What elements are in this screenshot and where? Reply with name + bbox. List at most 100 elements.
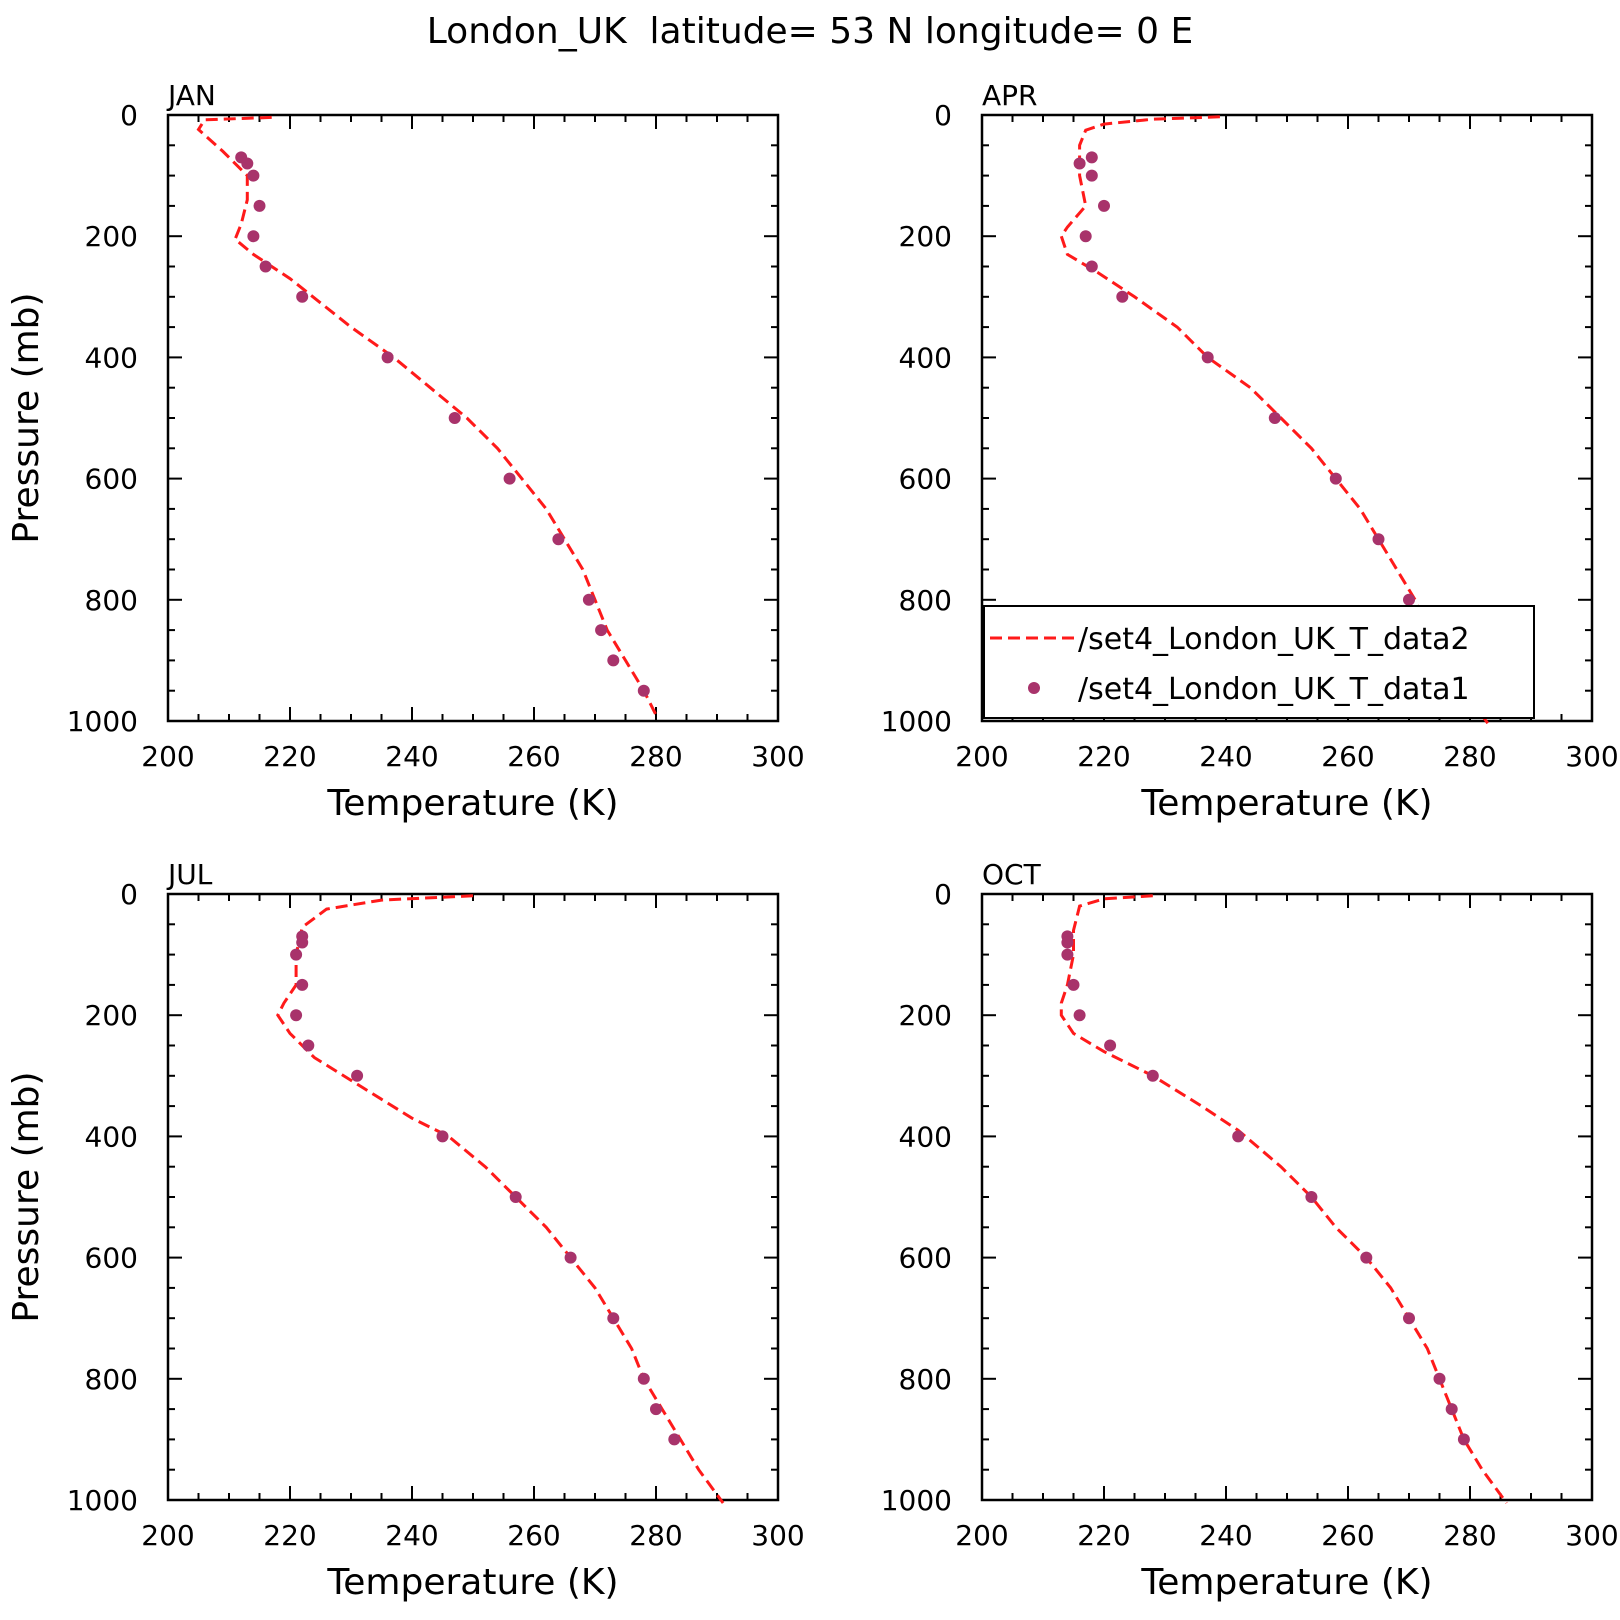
data-point-data1: [1403, 593, 1415, 606]
x-tick-label: 300: [751, 740, 804, 773]
data-point-data1: [637, 684, 650, 697]
panel-label: JUL: [166, 858, 213, 891]
x-axis-title: Temperature (K): [1140, 783, 1432, 824]
data-point-data1: [448, 412, 461, 424]
data-point-data1: [1085, 260, 1098, 273]
x-tick-label: 260: [1321, 1519, 1374, 1552]
data-point-data1: [1457, 1433, 1470, 1446]
data-point-data1: [1433, 1372, 1446, 1385]
x-tick-label: 280: [1443, 740, 1496, 773]
y-tick-label: 0: [120, 99, 138, 132]
data-point-data1: [247, 169, 260, 182]
x-tick-label: 220: [1077, 1519, 1130, 1552]
data-point-data1: [1201, 351, 1214, 364]
y-tick-label: 0: [934, 878, 952, 911]
legend-box: [983, 605, 1535, 719]
x-tick-label: 260: [507, 1519, 560, 1552]
data-point-data1: [607, 654, 620, 667]
y-tick-label: 1000: [67, 1484, 138, 1517]
data-point-data1: [668, 1433, 681, 1446]
data-point-data1: [637, 1372, 650, 1385]
data-point-data1: [564, 1251, 577, 1264]
data-point-data1: [296, 978, 309, 991]
data-point-data1: [595, 624, 608, 637]
y-tick-label: 200: [85, 220, 138, 253]
y-tick-label: 1000: [67, 705, 138, 738]
y-tick-label: 600: [85, 463, 138, 496]
data-point-data1: [1445, 1403, 1458, 1416]
data-point-data1: [1061, 936, 1074, 949]
x-tick-label: 220: [263, 740, 316, 773]
y-tick-label: 600: [899, 463, 952, 496]
data-point-data1: [290, 1009, 303, 1022]
x-tick-label: 240: [385, 1519, 438, 1552]
y-tick-label: 400: [899, 341, 952, 374]
x-tick-label: 280: [629, 740, 682, 773]
panel-oct: OCT 200 220 240 260 280 300 0 200 400 600 800 1000 Te…: [881, 858, 1619, 1603]
y-tick-label: 600: [85, 1242, 138, 1275]
x-tick-label: 260: [507, 740, 560, 773]
x-tick-label: 300: [1565, 740, 1618, 773]
x-tick-label: 260: [1321, 740, 1374, 773]
x-tick-label: 280: [629, 1519, 682, 1552]
y-tick-label: 0: [120, 878, 138, 911]
y-tick-label: 200: [899, 999, 952, 1032]
data-point-data1: [650, 1403, 662, 1416]
y-tick-label: 0: [934, 99, 952, 132]
data-point-data1: [381, 351, 394, 364]
y-tick-label: 800: [899, 1363, 952, 1396]
data-point-data1: [1067, 978, 1080, 991]
panel-jul: JUL 200 220 240 260 280 300 0 200 400 600 800 1000 Te…: [6, 858, 805, 1603]
data-point-data1: [436, 1130, 449, 1143]
y-tick-label: 200: [85, 999, 138, 1032]
x-tick-label: 200: [141, 740, 194, 773]
x-axis-title: Temperature (K): [326, 783, 618, 824]
y-tick-label: 600: [899, 1242, 952, 1275]
data-point-data1: [1372, 533, 1385, 546]
x-axis-title: Temperature (K): [326, 1562, 618, 1603]
x-tick-label: 220: [263, 1519, 316, 1552]
data-point-data1: [1104, 1039, 1117, 1052]
x-tick-label: 200: [955, 740, 1008, 773]
data-point-data1: [302, 1039, 315, 1052]
data-point-data1: [503, 472, 516, 485]
data-point-data1: [241, 157, 254, 170]
data-point-data1: [1098, 199, 1110, 212]
data-point-data1: [1232, 1130, 1245, 1143]
panels: JAN 200 220 240 260 280 300 0 200 400 600 800 1000 Te…: [6, 79, 1619, 1603]
plot-frame: [166, 892, 780, 1502]
y-tick-label: 200: [899, 220, 952, 253]
data-point-data1: [1403, 1312, 1415, 1325]
x-tick-label: 240: [1199, 1519, 1252, 1552]
x-tick-label: 240: [1199, 740, 1252, 773]
data-point-data1: [552, 533, 565, 546]
x-tick-label: 240: [385, 740, 438, 773]
data-point-data1: [1061, 948, 1074, 961]
x-tick-label: 300: [751, 1519, 804, 1552]
data-point-data1: [351, 1069, 364, 1082]
data-point-data1: [296, 936, 309, 949]
x-tick-label: 300: [1565, 1519, 1618, 1552]
y-tick-label: 800: [85, 1363, 138, 1396]
data-point-data1: [259, 260, 272, 273]
series-line-data2: [196, 115, 658, 716]
x-tick-label: 200: [141, 1519, 194, 1552]
y-tick-label: 1000: [881, 705, 952, 738]
legend-marker-swatch: [1028, 682, 1040, 694]
data-point-data1: [1116, 290, 1129, 303]
legend-label-data2: /set4_London_UK_T_data2: [1078, 622, 1470, 657]
data-point-data1: [1329, 472, 1342, 485]
data-point-data1: [1146, 1069, 1159, 1082]
x-tick-label: 220: [1077, 740, 1130, 773]
legend: /set4_London_UK_T_data2/set4_London_UK_T…: [983, 605, 1535, 719]
data-point-data1: [1305, 1191, 1318, 1203]
y-tick-label: 400: [899, 1120, 952, 1153]
data-point-data1: [509, 1191, 522, 1203]
data-point-data1: [290, 948, 303, 961]
data-point-data1: [1073, 157, 1086, 170]
data-point-data1: [1268, 412, 1281, 424]
x-axis-title: Temperature (K): [1140, 1562, 1432, 1603]
panel-apr: APR 200 220 240 260 280 300 0 200 400 600 800 1000 Te…: [881, 79, 1619, 824]
y-tick-label: 1000: [881, 1484, 952, 1517]
